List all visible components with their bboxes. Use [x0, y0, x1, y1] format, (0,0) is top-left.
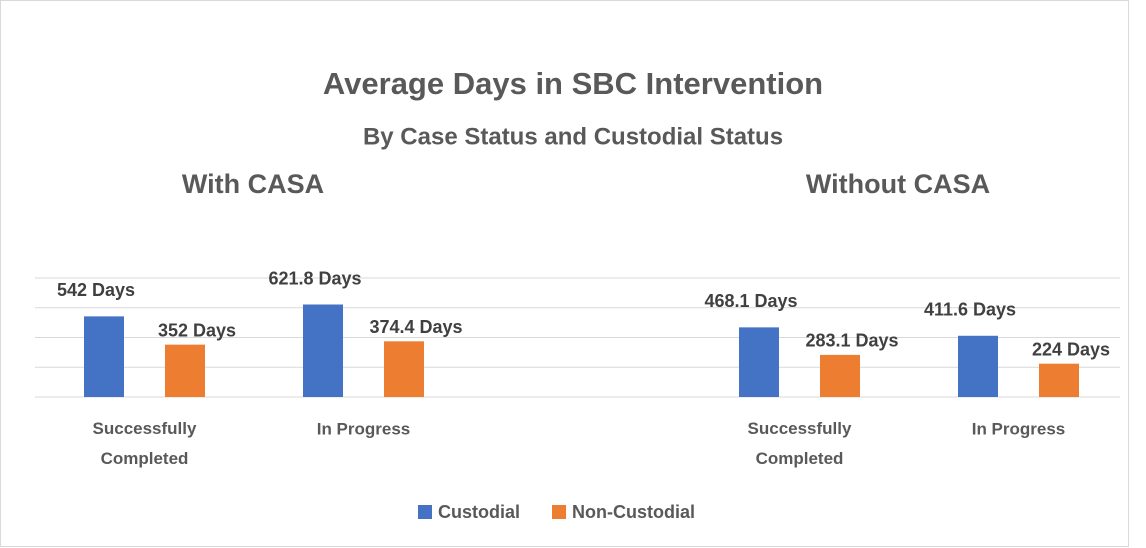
panel-title: With CASA: [182, 169, 324, 199]
x-tick-label: In Progress: [972, 419, 1066, 438]
legend-swatch: [418, 505, 432, 519]
panel-title: Without CASA: [806, 169, 990, 199]
legend-label: Non-Custodial: [572, 502, 695, 522]
chart-title: Average Days in SBC Intervention: [323, 66, 823, 101]
legend-swatch: [552, 505, 567, 519]
data-label: 224 Days: [1032, 339, 1110, 359]
bar: [739, 327, 779, 397]
bar: [84, 316, 124, 397]
bar: [303, 304, 343, 397]
data-label: 283.1 Days: [805, 331, 898, 351]
x-tick-label: Successfully Completed: [93, 419, 197, 468]
x-tick-label: In Progress: [317, 419, 411, 438]
bar: [165, 344, 205, 397]
bar: [820, 354, 860, 397]
bar: [384, 341, 424, 397]
data-label: 352 Days: [158, 320, 236, 340]
data-label: 468.1 Days: [704, 291, 797, 311]
bar: [958, 335, 998, 397]
x-tick-label: Successfully Completed: [748, 419, 852, 468]
data-label: 542 Days: [57, 280, 135, 300]
bar: [1039, 363, 1079, 397]
legend-label: Custodial: [438, 502, 520, 522]
data-label: 411.6 Days: [924, 300, 1016, 320]
data-label: 621.8 Days: [268, 268, 361, 288]
chart-subtitle: By Case Status and Custodial Status: [363, 123, 783, 150]
data-label: 374.4 Days: [369, 317, 462, 337]
